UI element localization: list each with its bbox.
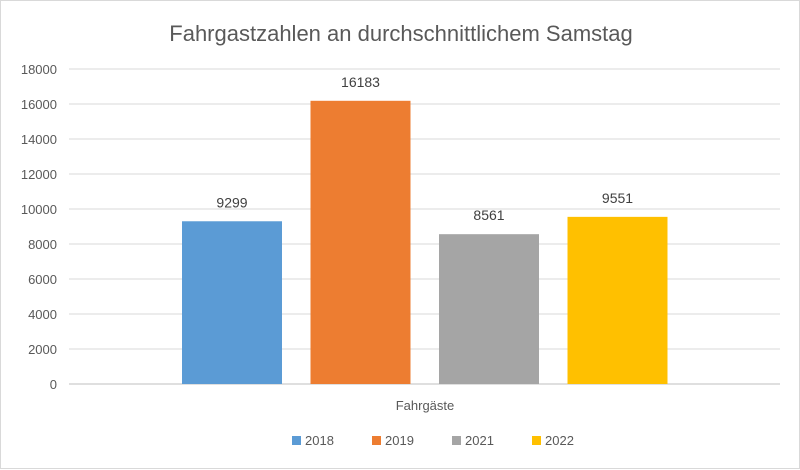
bar-2021 [439,234,539,384]
legend: 2018 2019 2021 2022 [292,433,574,448]
y-tick-label: 2000 [28,342,57,357]
chart-title: Fahrgastzahlen an durchschnittlichem Sam… [169,21,632,46]
data-label-2019: 16183 [341,74,380,90]
y-tick-label: 18000 [21,62,57,77]
legend-swatch-2018 [292,436,301,445]
y-tick-label: 16000 [21,97,57,112]
y-tick-label: 8000 [28,237,57,252]
legend-swatch-2022 [532,436,541,445]
y-tick-label: 14000 [21,132,57,147]
bar-2019 [310,100,411,385]
data-label-2021: 8561 [473,207,504,223]
x-category-label: Fahrgäste [396,398,455,413]
y-tick-label: 6000 [28,272,57,287]
data-label-2022: 9551 [602,190,633,206]
y-tick-label: 4000 [28,307,57,322]
legend-label-2019: 2019 [385,433,414,448]
bars [182,100,668,385]
gridlines [69,68,780,385]
legend-label-2021: 2021 [465,433,494,448]
bar-2018 [182,221,282,384]
bar-2022 [567,216,668,384]
y-tick-label: 10000 [21,202,57,217]
legend-swatch-2021 [452,436,461,445]
y-tick-label: 12000 [21,167,57,182]
legend-label-2018: 2018 [305,433,334,448]
y-axis-tick-labels: 0 2000 4000 6000 8000 10000 12000 14000 16000 180… [21,62,57,392]
data-labels: 9299 16183 8561 9551 [216,74,633,223]
legend-swatch-2019 [372,436,381,445]
y-tick-label: 0 [50,377,57,392]
data-label-2018: 9299 [216,194,247,210]
legend-label-2022: 2022 [545,433,574,448]
